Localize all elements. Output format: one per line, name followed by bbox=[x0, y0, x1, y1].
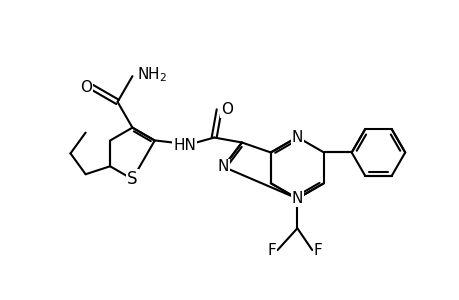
Text: HN: HN bbox=[173, 138, 196, 153]
Text: F: F bbox=[267, 243, 275, 258]
Text: N: N bbox=[291, 191, 302, 206]
Text: F: F bbox=[313, 243, 322, 258]
Text: N: N bbox=[218, 159, 229, 174]
Text: O: O bbox=[80, 80, 92, 94]
Text: NH$_2$: NH$_2$ bbox=[137, 65, 167, 83]
Text: S: S bbox=[127, 170, 137, 188]
Text: O: O bbox=[221, 102, 233, 117]
Text: N: N bbox=[291, 130, 302, 145]
